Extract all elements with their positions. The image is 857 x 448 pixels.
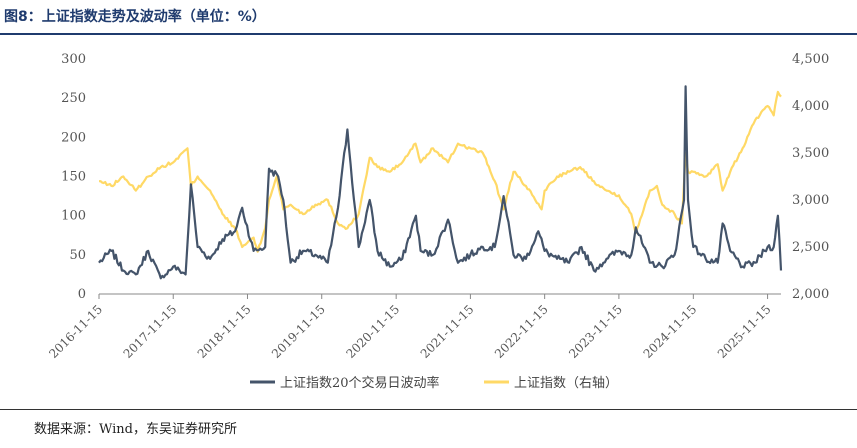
left-axis-ticks: 0 50 100 150 200 250 300 [61,52,86,302]
legend-label-volatility: 上证指数20个交易日波动率 [280,375,440,391]
right-tick-label: 4,000 [792,99,829,114]
figure-title: 图8：上证指数走势及波动率（单位：%） [4,9,266,25]
right-tick-label: 2,500 [792,240,829,255]
series-layer [98,85,783,280]
series-line-volatility [98,85,783,280]
right-tick-label: 4,500 [792,52,829,67]
right-tick-label: 2,000 [792,287,829,302]
x-tick-label: 2024-11-15 [641,302,700,361]
title-rule [0,33,857,35]
right-tick-label: 3,000 [792,193,829,208]
x-tick-label: 2020-11-15 [343,302,402,361]
source-note: 数据来源：Wind，东吴证券研究所 [34,422,237,437]
right-tick-label: 3,500 [792,146,829,161]
x-tick-label: 2021-11-15 [418,302,477,361]
left-tick-label: 150 [61,170,86,185]
legend: 上证指数20个交易日波动率 上证指数（右轴） [250,375,618,391]
x-tick-label: 2019-11-15 [269,302,328,361]
legend-label-index: 上证指数（右轴） [514,376,618,391]
x-axis-ticks: 2016-11-15 2017-11-15 2018-11-15 2019-11-15… [46,302,773,361]
left-tick-label: 250 [61,91,86,106]
x-tick-label: 2023-11-15 [566,302,625,361]
x-tick-label: 2018-11-15 [195,302,254,361]
x-tick-label: 2025-11-15 [715,302,774,361]
chart: 0 50 100 150 200 250 300 2,000 2,500 3,000 3,500 4… [46,52,829,391]
series-line-index [99,90,782,253]
left-tick-label: 100 [61,209,86,224]
left-tick-label: 50 [69,248,86,263]
right-axis-ticks: 2,000 2,500 3,000 3,500 4,000 4,500 [792,52,829,302]
x-tick-marks [98,294,769,299]
x-tick-label: 2016-11-15 [46,302,105,361]
left-tick-label: 200 [61,130,86,145]
x-tick-label: 2017-11-15 [121,302,180,361]
footer-rule [0,409,857,410]
left-tick-label: 300 [61,52,86,67]
left-tick-label: 0 [78,287,86,302]
x-tick-label: 2022-11-15 [492,302,551,361]
